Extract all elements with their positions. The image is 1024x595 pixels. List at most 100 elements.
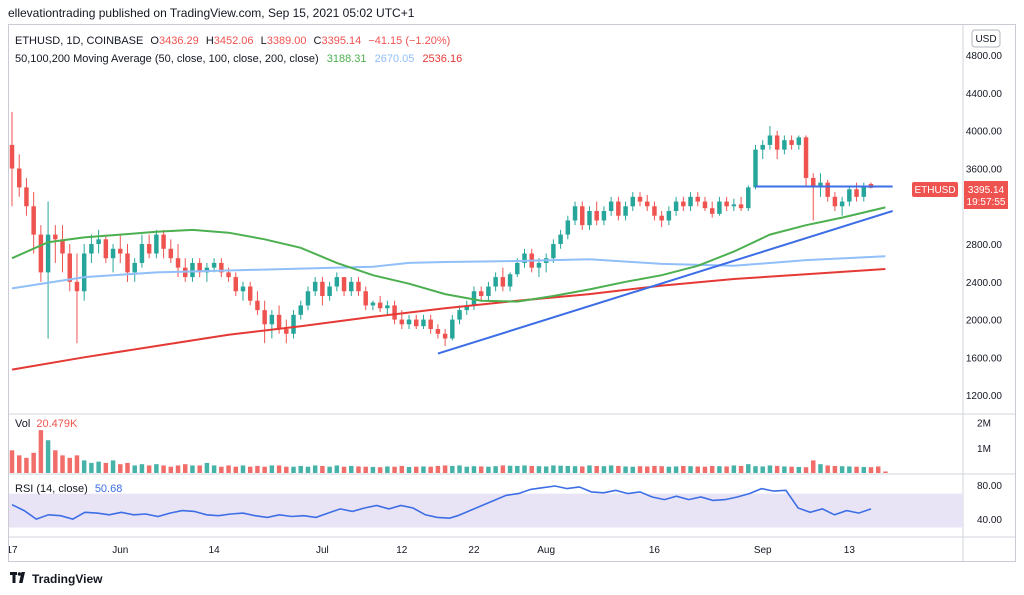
candle xyxy=(580,201,585,230)
candle xyxy=(522,248,527,268)
volume-bar xyxy=(688,466,693,473)
candle-body xyxy=(724,201,729,207)
candle xyxy=(608,196,614,216)
candle xyxy=(291,310,296,339)
last-price-value: 3395.14 xyxy=(968,185,1005,196)
candle-body xyxy=(96,239,101,245)
volume-legend: Vol 20.479K xyxy=(15,418,78,430)
candle-body xyxy=(269,314,275,325)
candle-body xyxy=(616,201,621,216)
candle-body xyxy=(500,277,506,287)
candle-body xyxy=(370,302,376,306)
candle xyxy=(31,192,36,254)
ma50-line xyxy=(11,206,886,303)
candle-body xyxy=(457,310,462,320)
candle xyxy=(673,196,679,216)
candle xyxy=(630,192,636,212)
candle xyxy=(738,196,744,212)
volume-bar xyxy=(327,466,332,473)
candle-body xyxy=(854,189,859,197)
candle xyxy=(500,267,506,292)
volume-bar xyxy=(413,466,419,473)
volume-bar xyxy=(334,465,340,473)
ma100-value: 2670.05 xyxy=(375,53,415,65)
time-axis-tick-2: 14 xyxy=(209,545,221,556)
candle xyxy=(334,272,340,292)
volume-bar xyxy=(118,464,123,473)
price-axis-tick-0: 4800.00 xyxy=(966,51,1003,62)
volume-bar xyxy=(738,465,744,473)
candle xyxy=(255,291,260,315)
price-pane-bg xyxy=(9,25,963,414)
volume-bar xyxy=(341,466,347,473)
volume-bar xyxy=(399,465,405,473)
volume-bar xyxy=(305,466,311,473)
volume-bar xyxy=(464,466,470,473)
candle xyxy=(110,244,116,273)
candle xyxy=(832,192,838,212)
ma200-line xyxy=(11,268,886,371)
candle-body xyxy=(377,302,383,309)
candle xyxy=(96,229,101,254)
volume-bar xyxy=(132,465,137,473)
volume-bar xyxy=(16,455,22,473)
volume-bar xyxy=(175,465,181,473)
candle xyxy=(839,196,845,216)
candle-body xyxy=(442,333,448,339)
candle xyxy=(89,234,94,263)
volume-bar xyxy=(796,466,802,473)
candle xyxy=(789,135,794,150)
volume-bar xyxy=(168,466,174,473)
candle xyxy=(717,196,722,216)
candle-body xyxy=(811,177,816,188)
candle-body xyxy=(760,144,765,150)
candle xyxy=(320,277,325,306)
candle xyxy=(551,239,556,263)
volume-bar xyxy=(637,466,643,473)
candle xyxy=(652,201,657,221)
volume-bar xyxy=(370,466,376,473)
volume-bar xyxy=(659,466,664,473)
candle-body xyxy=(507,274,513,287)
candle xyxy=(370,300,376,311)
candle-body xyxy=(450,319,455,339)
currency-button[interactable]: USD xyxy=(975,34,996,45)
time-axis-group: 17 Jun 14 Jul 12 22 Aug 16 Sep 13 xyxy=(6,545,855,556)
volume-bar xyxy=(753,466,758,473)
volume-bar xyxy=(803,467,809,473)
candle-body xyxy=(594,211,599,221)
candle xyxy=(760,140,765,160)
candle-body xyxy=(74,281,80,292)
candle xyxy=(312,277,318,296)
support-trendline[interactable] xyxy=(437,210,893,355)
candle-body xyxy=(110,248,116,259)
candle xyxy=(247,281,253,306)
candle xyxy=(767,126,773,150)
candle xyxy=(146,234,152,259)
time-axis-tick-4: 12 xyxy=(396,545,408,556)
candle xyxy=(803,135,809,188)
candle xyxy=(262,300,267,344)
price-axis-tick-1: 4400.00 xyxy=(966,89,1003,100)
candle-body xyxy=(681,201,686,207)
candle xyxy=(421,314,426,330)
volume-bar xyxy=(269,465,275,473)
chart-canvas[interactable]: 4800.00 4400.00 4000.00 3600.00 2800.00 2400.… xyxy=(6,25,1015,561)
volume-bar xyxy=(529,465,534,473)
volume-bar xyxy=(262,466,267,473)
candle-body xyxy=(536,262,542,268)
candle xyxy=(601,206,607,226)
volume-axis-tick-0: 2M xyxy=(977,419,991,430)
candle-body xyxy=(644,201,650,207)
price-axis-tick-5: 2800.00 xyxy=(966,240,1003,251)
volume-bar xyxy=(247,466,253,473)
candle-body xyxy=(276,314,282,330)
volume-bar xyxy=(825,465,830,473)
volume-bar xyxy=(746,464,751,473)
candle xyxy=(305,286,311,311)
candle xyxy=(204,262,210,282)
candle-body xyxy=(630,196,636,207)
volume-bar xyxy=(875,466,881,473)
price-axis-tick-6: 2400.00 xyxy=(966,278,1003,289)
candle-body xyxy=(471,291,477,306)
